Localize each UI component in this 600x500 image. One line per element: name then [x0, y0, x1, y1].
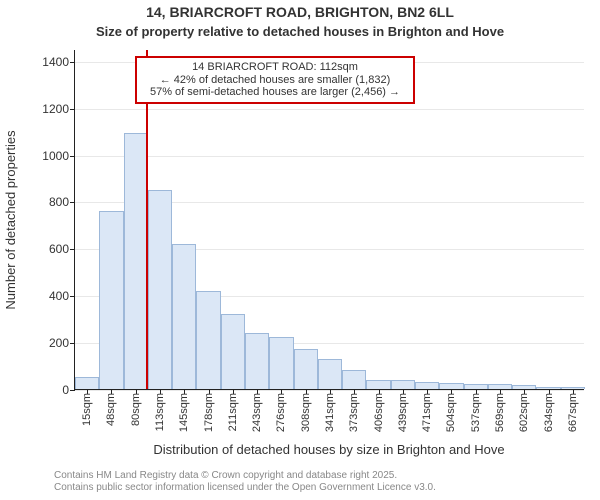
histogram-bar [366, 380, 390, 389]
footer-line: Contains public sector information licen… [54, 482, 600, 494]
x-tick-label: 602sqm [518, 393, 530, 432]
x-tick-label: 504sqm [445, 393, 457, 432]
page-title: 14, BRIARCROFT ROAD, BRIGHTON, BN2 6LL [0, 4, 600, 20]
x-tick-label: 211sqm [227, 393, 239, 431]
x-tick-label: 308sqm [300, 393, 312, 432]
histogram-bar [415, 382, 439, 389]
x-tick-label: 569sqm [494, 393, 506, 432]
x-tick-label: 243sqm [251, 393, 263, 432]
x-tick-label: 178sqm [203, 393, 215, 432]
y-tick-label: 600 [49, 242, 75, 256]
x-axis-label: Distribution of detached houses by size … [74, 442, 584, 457]
x-tick-label: 341sqm [324, 393, 336, 432]
histogram-bar [318, 359, 342, 389]
x-tick-label: 439sqm [397, 393, 409, 432]
annotation-line: ← 42% of detached houses are smaller (1,… [143, 74, 407, 87]
y-tick-label: 1000 [42, 149, 75, 163]
x-tick-label: 80sqm [130, 393, 142, 426]
histogram-bar [75, 377, 99, 389]
x-tick-label: 406sqm [373, 393, 385, 432]
x-tick-label: 373sqm [348, 393, 360, 432]
histogram-bar [245, 333, 269, 389]
chart-plot-area: 020040060080010001200140015sqm48sqm80sqm… [74, 50, 584, 390]
y-tick-label: 400 [49, 289, 75, 303]
annotation-box: 14 BRIARCROFT ROAD: 112sqm← 42% of detac… [135, 56, 415, 104]
histogram-bar [148, 190, 172, 389]
histogram-bar [196, 291, 220, 389]
x-tick-label: 113sqm [154, 393, 166, 431]
x-tick-label: 537sqm [470, 393, 482, 432]
x-tick-label: 276sqm [275, 393, 287, 432]
x-tick-label: 471sqm [421, 393, 433, 432]
page-subtitle: Size of property relative to detached ho… [0, 24, 600, 39]
x-tick-label: 48sqm [105, 393, 117, 426]
footer-attribution: Contains HM Land Registry data © Crown c… [0, 470, 600, 494]
histogram-bar [172, 244, 196, 389]
gridline [75, 109, 584, 110]
footer-line: Contains HM Land Registry data © Crown c… [54, 470, 600, 482]
annotation-line: 14 BRIARCROFT ROAD: 112sqm [143, 61, 407, 74]
y-tick-label: 800 [49, 195, 75, 209]
x-tick-label: 667sqm [567, 393, 579, 432]
x-tick-label: 145sqm [178, 393, 190, 432]
histogram-bar [269, 337, 293, 389]
y-tick-label: 200 [49, 336, 75, 350]
y-tick-label: 1200 [42, 102, 75, 116]
histogram-bar [99, 211, 123, 389]
x-tick-label: 634sqm [543, 393, 555, 432]
annotation-line: 57% of semi-detached houses are larger (… [143, 86, 407, 99]
histogram-bar [294, 349, 318, 389]
x-tick-label: 15sqm [81, 393, 93, 426]
histogram-bar [342, 370, 366, 389]
y-tick-label: 1400 [42, 55, 75, 69]
histogram-bar [124, 133, 148, 389]
histogram-bar [391, 380, 415, 389]
histogram-bar [221, 314, 245, 389]
y-axis-label: Number of detached properties [3, 130, 18, 309]
gridline [75, 156, 584, 157]
y-tick-label: 0 [62, 383, 75, 397]
